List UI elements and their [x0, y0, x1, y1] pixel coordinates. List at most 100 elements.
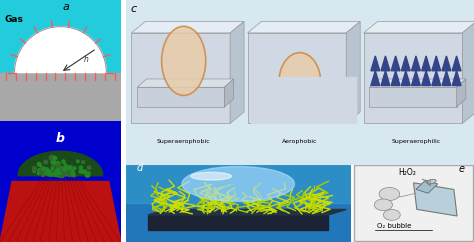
- Circle shape: [65, 172, 69, 176]
- Circle shape: [55, 172, 59, 176]
- Text: h: h: [83, 55, 88, 64]
- Bar: [126, 165, 351, 203]
- Polygon shape: [432, 56, 441, 71]
- Circle shape: [57, 173, 61, 177]
- Circle shape: [379, 187, 400, 201]
- Polygon shape: [452, 71, 461, 86]
- Circle shape: [56, 171, 61, 175]
- Circle shape: [68, 166, 72, 169]
- Circle shape: [65, 167, 67, 169]
- Circle shape: [51, 167, 54, 170]
- Polygon shape: [253, 79, 350, 87]
- Polygon shape: [340, 79, 350, 107]
- Ellipse shape: [162, 26, 206, 95]
- Circle shape: [81, 170, 84, 173]
- Text: d: d: [137, 163, 143, 173]
- Circle shape: [62, 160, 65, 163]
- Polygon shape: [381, 71, 390, 86]
- Circle shape: [42, 168, 45, 171]
- Circle shape: [64, 163, 66, 165]
- Polygon shape: [18, 151, 103, 175]
- Circle shape: [41, 173, 45, 176]
- Circle shape: [69, 166, 73, 169]
- Circle shape: [45, 168, 48, 171]
- Circle shape: [33, 170, 36, 173]
- Circle shape: [40, 166, 43, 168]
- Bar: [131, 33, 230, 123]
- Bar: [251, 77, 356, 123]
- Polygon shape: [411, 56, 420, 71]
- Bar: [0, 0, 121, 73]
- Circle shape: [49, 155, 54, 160]
- Circle shape: [53, 173, 56, 176]
- Circle shape: [71, 170, 74, 173]
- Polygon shape: [462, 21, 474, 123]
- Polygon shape: [414, 183, 457, 216]
- Polygon shape: [230, 21, 244, 123]
- Circle shape: [60, 167, 64, 171]
- Circle shape: [83, 170, 87, 174]
- Bar: [364, 33, 462, 123]
- Text: Superaerophobic: Superaerophobic: [157, 139, 210, 144]
- Circle shape: [65, 165, 68, 168]
- Polygon shape: [442, 56, 451, 71]
- Circle shape: [32, 166, 36, 171]
- Circle shape: [46, 172, 50, 175]
- Circle shape: [69, 171, 72, 174]
- Circle shape: [69, 166, 73, 170]
- Polygon shape: [411, 71, 420, 86]
- Circle shape: [49, 156, 52, 159]
- Circle shape: [63, 170, 67, 173]
- Bar: [0, 73, 121, 121]
- Circle shape: [55, 161, 60, 166]
- Circle shape: [45, 173, 46, 175]
- Polygon shape: [131, 21, 244, 33]
- Polygon shape: [346, 21, 360, 123]
- Circle shape: [57, 173, 62, 177]
- Circle shape: [63, 174, 65, 176]
- Polygon shape: [442, 71, 451, 86]
- Circle shape: [67, 166, 71, 170]
- Circle shape: [53, 156, 57, 160]
- Ellipse shape: [279, 53, 321, 112]
- Ellipse shape: [182, 166, 294, 201]
- Circle shape: [71, 173, 75, 176]
- Polygon shape: [456, 79, 466, 107]
- Bar: [370, 87, 456, 107]
- Circle shape: [55, 174, 58, 176]
- Circle shape: [82, 161, 85, 164]
- Polygon shape: [391, 56, 400, 71]
- Circle shape: [60, 173, 63, 176]
- Circle shape: [56, 169, 61, 174]
- Circle shape: [70, 168, 74, 172]
- Ellipse shape: [191, 172, 231, 180]
- Circle shape: [50, 174, 53, 176]
- Polygon shape: [148, 215, 328, 230]
- Circle shape: [374, 199, 392, 211]
- Text: b: b: [56, 132, 65, 144]
- Polygon shape: [422, 71, 430, 86]
- Polygon shape: [224, 79, 234, 107]
- Circle shape: [59, 171, 61, 173]
- Polygon shape: [247, 21, 360, 33]
- Bar: [137, 87, 224, 107]
- Circle shape: [79, 166, 82, 169]
- Circle shape: [68, 170, 72, 173]
- Circle shape: [52, 166, 54, 169]
- Circle shape: [73, 167, 76, 169]
- Circle shape: [68, 174, 71, 176]
- Circle shape: [56, 164, 61, 169]
- Circle shape: [52, 165, 55, 168]
- Circle shape: [41, 167, 45, 171]
- Wedge shape: [15, 27, 106, 73]
- Circle shape: [39, 170, 42, 173]
- Text: a: a: [63, 2, 70, 12]
- Circle shape: [70, 172, 74, 176]
- Polygon shape: [0, 182, 121, 242]
- Polygon shape: [416, 180, 438, 193]
- Polygon shape: [148, 210, 346, 215]
- Circle shape: [51, 170, 55, 173]
- Circle shape: [37, 162, 41, 166]
- Circle shape: [46, 169, 51, 174]
- Circle shape: [47, 172, 51, 176]
